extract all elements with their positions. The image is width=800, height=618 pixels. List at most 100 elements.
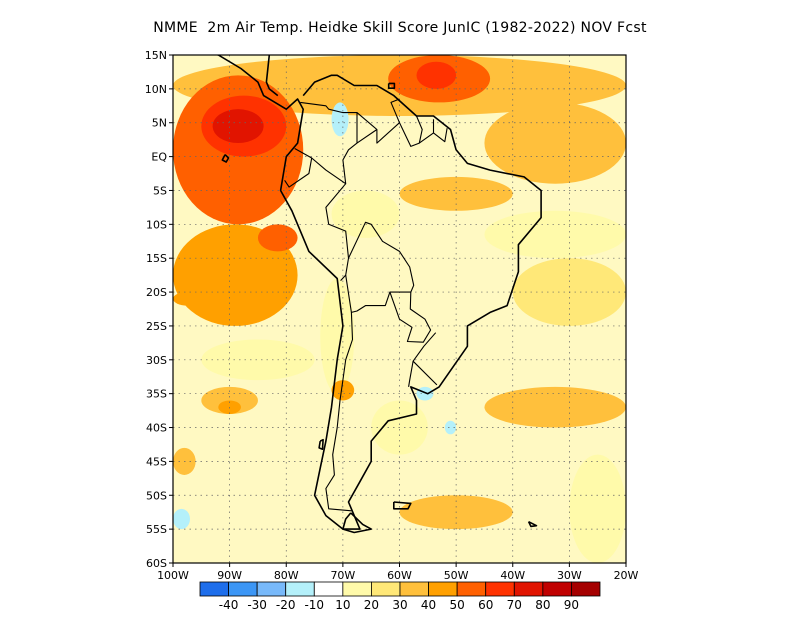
lat-tick-label: 5N xyxy=(152,117,167,130)
colorbar-swatch xyxy=(571,581,601,597)
colorbar-swatch xyxy=(456,581,487,597)
lat-tick-label: 5S xyxy=(153,184,167,197)
lon-tick-label: 40W xyxy=(500,569,525,582)
lat-tick-label: EQ xyxy=(151,151,167,164)
longitude-axis: 100W 90W 80W 70W 60W 50W 40W 30W 20W xyxy=(157,563,639,582)
colorbar-swatch xyxy=(513,581,544,597)
coastline xyxy=(359,31,368,34)
lat-tick-label: 55S xyxy=(146,523,167,536)
colorbar-label: 70 xyxy=(507,598,522,612)
colorbar-swatch xyxy=(256,581,287,597)
colorbar-swatch xyxy=(542,581,572,597)
lon-tick-label: 60W xyxy=(387,569,412,582)
lon-tick-label: 20W xyxy=(614,569,639,582)
skill-shading xyxy=(173,55,626,563)
coastline xyxy=(387,82,396,89)
colorbar-label: 10 xyxy=(335,598,350,612)
coastline xyxy=(221,154,230,163)
coastline xyxy=(342,512,372,534)
colorbar-label: -30 xyxy=(247,598,267,612)
colorbar-label: 30 xyxy=(392,598,407,612)
lat-tick-label: 45S xyxy=(146,455,167,468)
country-borders xyxy=(284,98,448,512)
skill-region xyxy=(331,190,400,238)
lat-tick-label: 10S xyxy=(146,218,167,231)
skill-region xyxy=(257,224,298,252)
skill-region xyxy=(416,386,434,401)
lon-tick-label: 80W xyxy=(274,569,299,582)
colorbar-swatch xyxy=(228,581,258,597)
skill-region xyxy=(201,386,258,414)
lat-tick-label: 10N xyxy=(145,83,167,96)
lat-tick-label: 20S xyxy=(146,286,167,299)
skill-region xyxy=(173,292,202,306)
lon-tick-label: 30W xyxy=(557,569,582,582)
lat-tick-label: 50S xyxy=(146,489,167,502)
skill-region xyxy=(484,386,626,428)
colorbar-label: 80 xyxy=(535,598,550,612)
colorbar-label: -20 xyxy=(276,598,296,612)
colorbar-label: 40 xyxy=(421,598,436,612)
skill-region xyxy=(320,278,355,394)
country-border xyxy=(433,128,448,143)
country-border xyxy=(356,98,401,144)
map-title: NMME 2m Air Temp. Heidke Skill Score Jun… xyxy=(153,20,647,36)
country-border xyxy=(294,101,358,185)
colorbar-label: 50 xyxy=(450,598,465,612)
coastline xyxy=(214,55,542,530)
coastline xyxy=(296,32,307,35)
colorbar-label: -10 xyxy=(304,598,324,612)
country-border xyxy=(389,291,432,343)
lat-tick-label: 15N xyxy=(145,49,167,62)
colorbar-label: 90 xyxy=(564,598,579,612)
country-border xyxy=(356,129,378,144)
colorbar-swatch xyxy=(399,581,429,597)
coastline xyxy=(318,438,324,450)
lat-tick-label: 30S xyxy=(146,354,167,367)
skill-region xyxy=(331,102,349,137)
skill-region xyxy=(569,454,626,563)
colorbar-label: -40 xyxy=(219,598,239,612)
coastline xyxy=(258,1,320,21)
coastline xyxy=(527,520,538,528)
coastline xyxy=(320,23,351,35)
skill-region xyxy=(444,420,457,435)
skill-region xyxy=(331,380,355,401)
lat-tick-label: 60S xyxy=(146,557,167,570)
plot-area xyxy=(173,1,626,563)
colorbar-swatch xyxy=(342,581,372,597)
colorbar-swatch xyxy=(285,581,315,597)
latitude-axis: 15N 10N 5N EQ 5S 10S 15S 20S 25S 30S 35S 40S 45S 50S 5… xyxy=(145,49,173,570)
colorbar-swatch xyxy=(313,581,344,597)
coastlines xyxy=(214,1,542,534)
colorbar-label: 60 xyxy=(478,598,493,612)
colorbar-swatch xyxy=(371,581,401,597)
colorbar-swatch xyxy=(428,581,458,597)
country-border xyxy=(284,157,313,188)
lat-tick-label: 15S xyxy=(146,252,167,265)
lon-tick-label: 50W xyxy=(444,569,469,582)
skill-region xyxy=(173,508,190,530)
country-border xyxy=(345,221,415,313)
colorbar-swatch xyxy=(485,581,515,597)
country-border xyxy=(408,361,414,387)
lat-tick-label: 25S xyxy=(146,320,167,333)
lat-tick-label: 40S xyxy=(146,422,167,435)
skill-region xyxy=(416,61,457,89)
coastline xyxy=(393,501,412,510)
skill-region xyxy=(173,224,298,326)
coastline xyxy=(265,55,279,97)
colorbar: -40 -30 -20 -10 10 20 30 40 50 60 70 80 90 xyxy=(199,581,601,612)
colorbar-label: 20 xyxy=(364,598,379,612)
lat-tick-label: 35S xyxy=(146,388,167,401)
colorbar-swatch xyxy=(199,581,229,597)
lon-tick-label: 70W xyxy=(330,569,355,582)
country-border xyxy=(325,312,354,512)
skill-region xyxy=(484,102,626,184)
lon-tick-label: 100W xyxy=(157,569,189,582)
country-border xyxy=(412,332,438,386)
skill-region xyxy=(212,109,264,144)
lon-tick-label: 90W xyxy=(217,569,242,582)
skill-region xyxy=(484,210,626,259)
